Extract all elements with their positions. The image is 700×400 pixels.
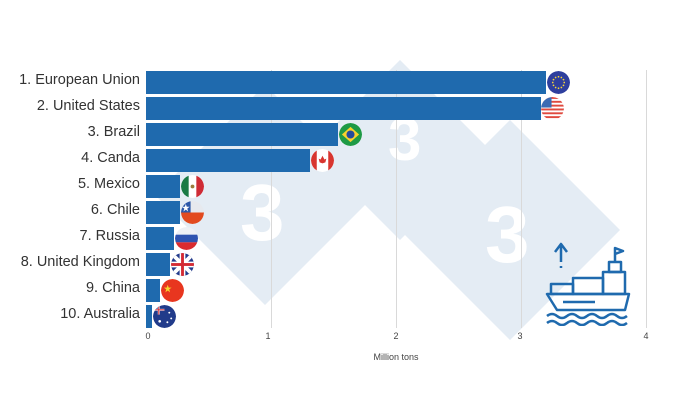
x-tick: 1 [265, 331, 271, 341]
category-label: 3. Brazil [87, 124, 140, 140]
category-label: 4. Canda [81, 150, 140, 166]
bar[interactable] [146, 201, 180, 224]
category-label: 2. United States [36, 98, 140, 114]
bar[interactable] [146, 97, 541, 120]
chile-flag-icon [181, 201, 204, 224]
bar[interactable] [146, 149, 310, 172]
gridline-2 [396, 70, 397, 328]
category-label: 9. China [85, 280, 140, 296]
brazil-flag-icon [339, 123, 362, 146]
gridline-3 [521, 70, 522, 328]
canada-flag-icon [311, 149, 334, 172]
svg-text:3: 3 [485, 190, 530, 279]
china-flag-icon [161, 279, 184, 302]
uk-flag-icon [171, 253, 194, 276]
x-tick: 0 [145, 331, 151, 341]
category-label: 10. Australia [60, 306, 140, 322]
us-flag-icon [541, 97, 564, 120]
category-label: 6. Chile [90, 202, 140, 218]
russia-flag-icon [175, 227, 198, 250]
svg-text:3: 3 [240, 168, 285, 257]
bar[interactable] [146, 71, 546, 94]
bar[interactable] [146, 123, 338, 146]
eu-flag-icon [547, 71, 570, 94]
x-tick: 3 [517, 331, 523, 341]
category-label: 1. European Union [19, 72, 140, 88]
cargo-ship-export-icon [545, 242, 631, 326]
bar[interactable] [146, 253, 170, 276]
bar[interactable] [146, 175, 180, 198]
gridline-1 [271, 70, 272, 328]
bar[interactable] [146, 305, 152, 328]
bar[interactable] [146, 227, 174, 250]
australia-flag-icon [153, 305, 176, 328]
x-tick: 4 [643, 331, 649, 341]
bar[interactable] [146, 279, 160, 302]
category-label: 5. Mexico [77, 176, 140, 192]
category-label: 7. Russia [79, 228, 140, 244]
x-axis-label: Million tons [373, 352, 419, 362]
x-tick: 2 [393, 331, 399, 341]
mexico-flag-icon [181, 175, 204, 198]
category-label: 8. United Kingdom [20, 254, 140, 270]
gridline-4 [646, 70, 647, 328]
